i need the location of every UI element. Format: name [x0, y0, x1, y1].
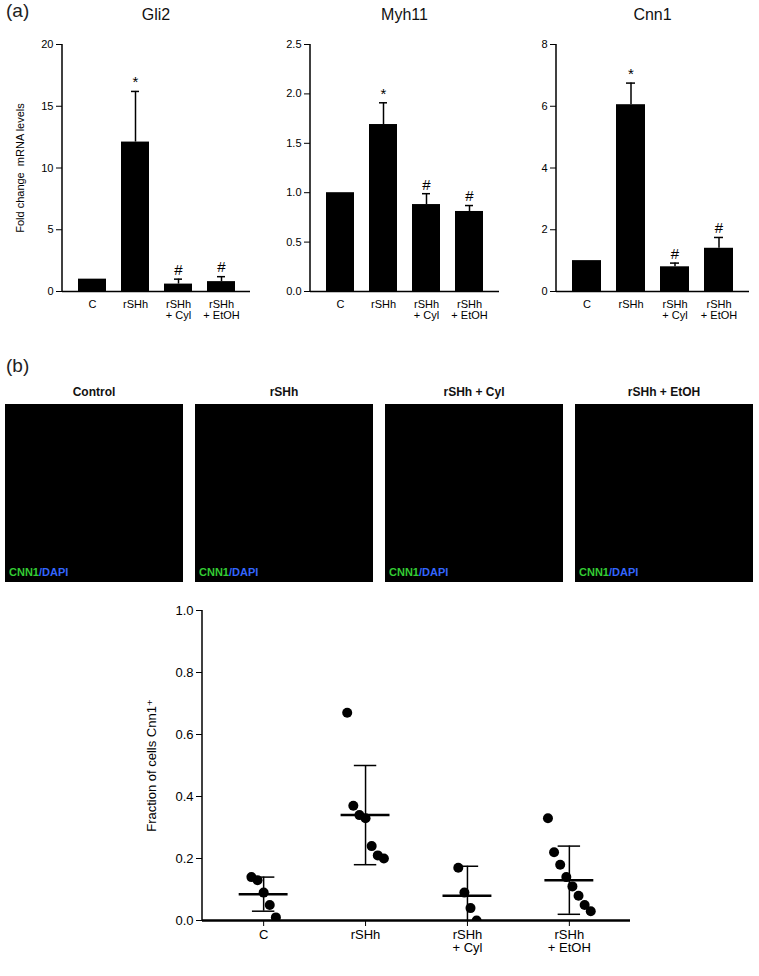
svg-text:Fraction of cells Cnn1⁺: Fraction of cells Cnn1⁺	[144, 699, 159, 832]
svg-text:#: #	[174, 261, 183, 278]
html-text:CNN1 /DAPI: CNN1 /DAPI	[579, 566, 639, 578]
svg-text:#: #	[217, 258, 226, 275]
svg-text:C: C	[583, 298, 591, 310]
svg-text:rSHh+ EtOH: rSHh+ EtOH	[203, 298, 239, 321]
html-text:(a): (a)	[6, 0, 30, 21]
svg-text:0.0: 0.0	[286, 285, 301, 297]
html-text:Gli2: Gli2	[141, 6, 171, 23]
svg-text:rSHh: rSHh	[618, 298, 643, 310]
svg-text:C: C	[337, 298, 345, 310]
svg-text:15: 15	[41, 100, 53, 112]
svg-text:rSHh: rSHh	[371, 298, 396, 310]
html-text:CNN1 /DAPI: CNN1 /DAPI	[389, 566, 449, 578]
svg-text:0.0: 0.0	[175, 913, 193, 928]
svg-text:5: 5	[47, 223, 53, 235]
svg-text:#: #	[715, 219, 724, 236]
svg-text:rSHh: rSHh	[351, 927, 381, 942]
svg-text:20: 20	[41, 38, 53, 50]
svg-text:rSHh+ EtOH: rSHh+ EtOH	[548, 927, 591, 955]
svg-text:rSHh: rSHh	[123, 298, 148, 310]
svg-text:rSHh+ Cyl: rSHh+ Cyl	[662, 298, 687, 321]
svg-text:1.5: 1.5	[286, 137, 301, 149]
svg-text:0.8: 0.8	[175, 665, 193, 680]
html-text:rSHh: rSHh	[269, 385, 299, 399]
svg-text:rSHh+ Cyl: rSHh+ Cyl	[452, 927, 482, 955]
svg-text:8: 8	[541, 38, 547, 50]
svg-text:1.0: 1.0	[286, 186, 301, 198]
svg-text:0: 0	[47, 285, 53, 297]
svg-text:2.0: 2.0	[286, 87, 301, 99]
html-text:Myh11: Myh11	[381, 6, 428, 23]
svg-text:*: *	[628, 65, 634, 82]
svg-text:10: 10	[41, 162, 53, 174]
svg-text:0.2: 0.2	[175, 851, 193, 866]
svg-text:*: *	[381, 85, 387, 102]
svg-text:rSHh+ Cyl: rSHh+ Cyl	[414, 298, 439, 321]
svg-text:0.6: 0.6	[175, 727, 193, 742]
svg-text:4: 4	[541, 162, 547, 174]
html-text:rSHh + EtOH: rSHh + EtOH	[627, 385, 701, 399]
svg-text:C: C	[259, 927, 268, 942]
svg-text:#: #	[422, 175, 431, 192]
svg-text:rSHh+ Cyl: rSHh+ Cyl	[166, 298, 191, 321]
svg-text:0.4: 0.4	[175, 789, 193, 804]
svg-text:0.5: 0.5	[286, 236, 301, 248]
html-text:(b): (b)	[6, 355, 30, 376]
html-text:CNN1 /DAPI: CNN1 /DAPI	[9, 566, 69, 578]
svg-text:2: 2	[541, 223, 547, 235]
html-text:rSHh + Cyl: rSHh + Cyl	[443, 385, 505, 399]
svg-text:0: 0	[541, 285, 547, 297]
svg-text:Fold change mRNA levels: Fold change mRNA levels	[14, 103, 26, 233]
svg-text:*: *	[133, 73, 139, 90]
html-text:Cnn1: Cnn1	[633, 6, 672, 23]
svg-text:2.5: 2.5	[286, 38, 301, 50]
svg-text:6: 6	[541, 100, 547, 112]
svg-text:1.0: 1.0	[175, 603, 193, 618]
svg-text:#: #	[465, 187, 474, 204]
svg-text:#: #	[671, 245, 680, 262]
html-text:CNN1 /DAPI: CNN1 /DAPI	[199, 566, 259, 578]
svg-text:rSHh+ EtOH: rSHh+ EtOH	[451, 298, 487, 321]
svg-text:C: C	[89, 298, 97, 310]
svg-text:rSHh+ EtOH: rSHh+ EtOH	[701, 298, 737, 321]
html-text:Control: Control	[72, 385, 116, 399]
